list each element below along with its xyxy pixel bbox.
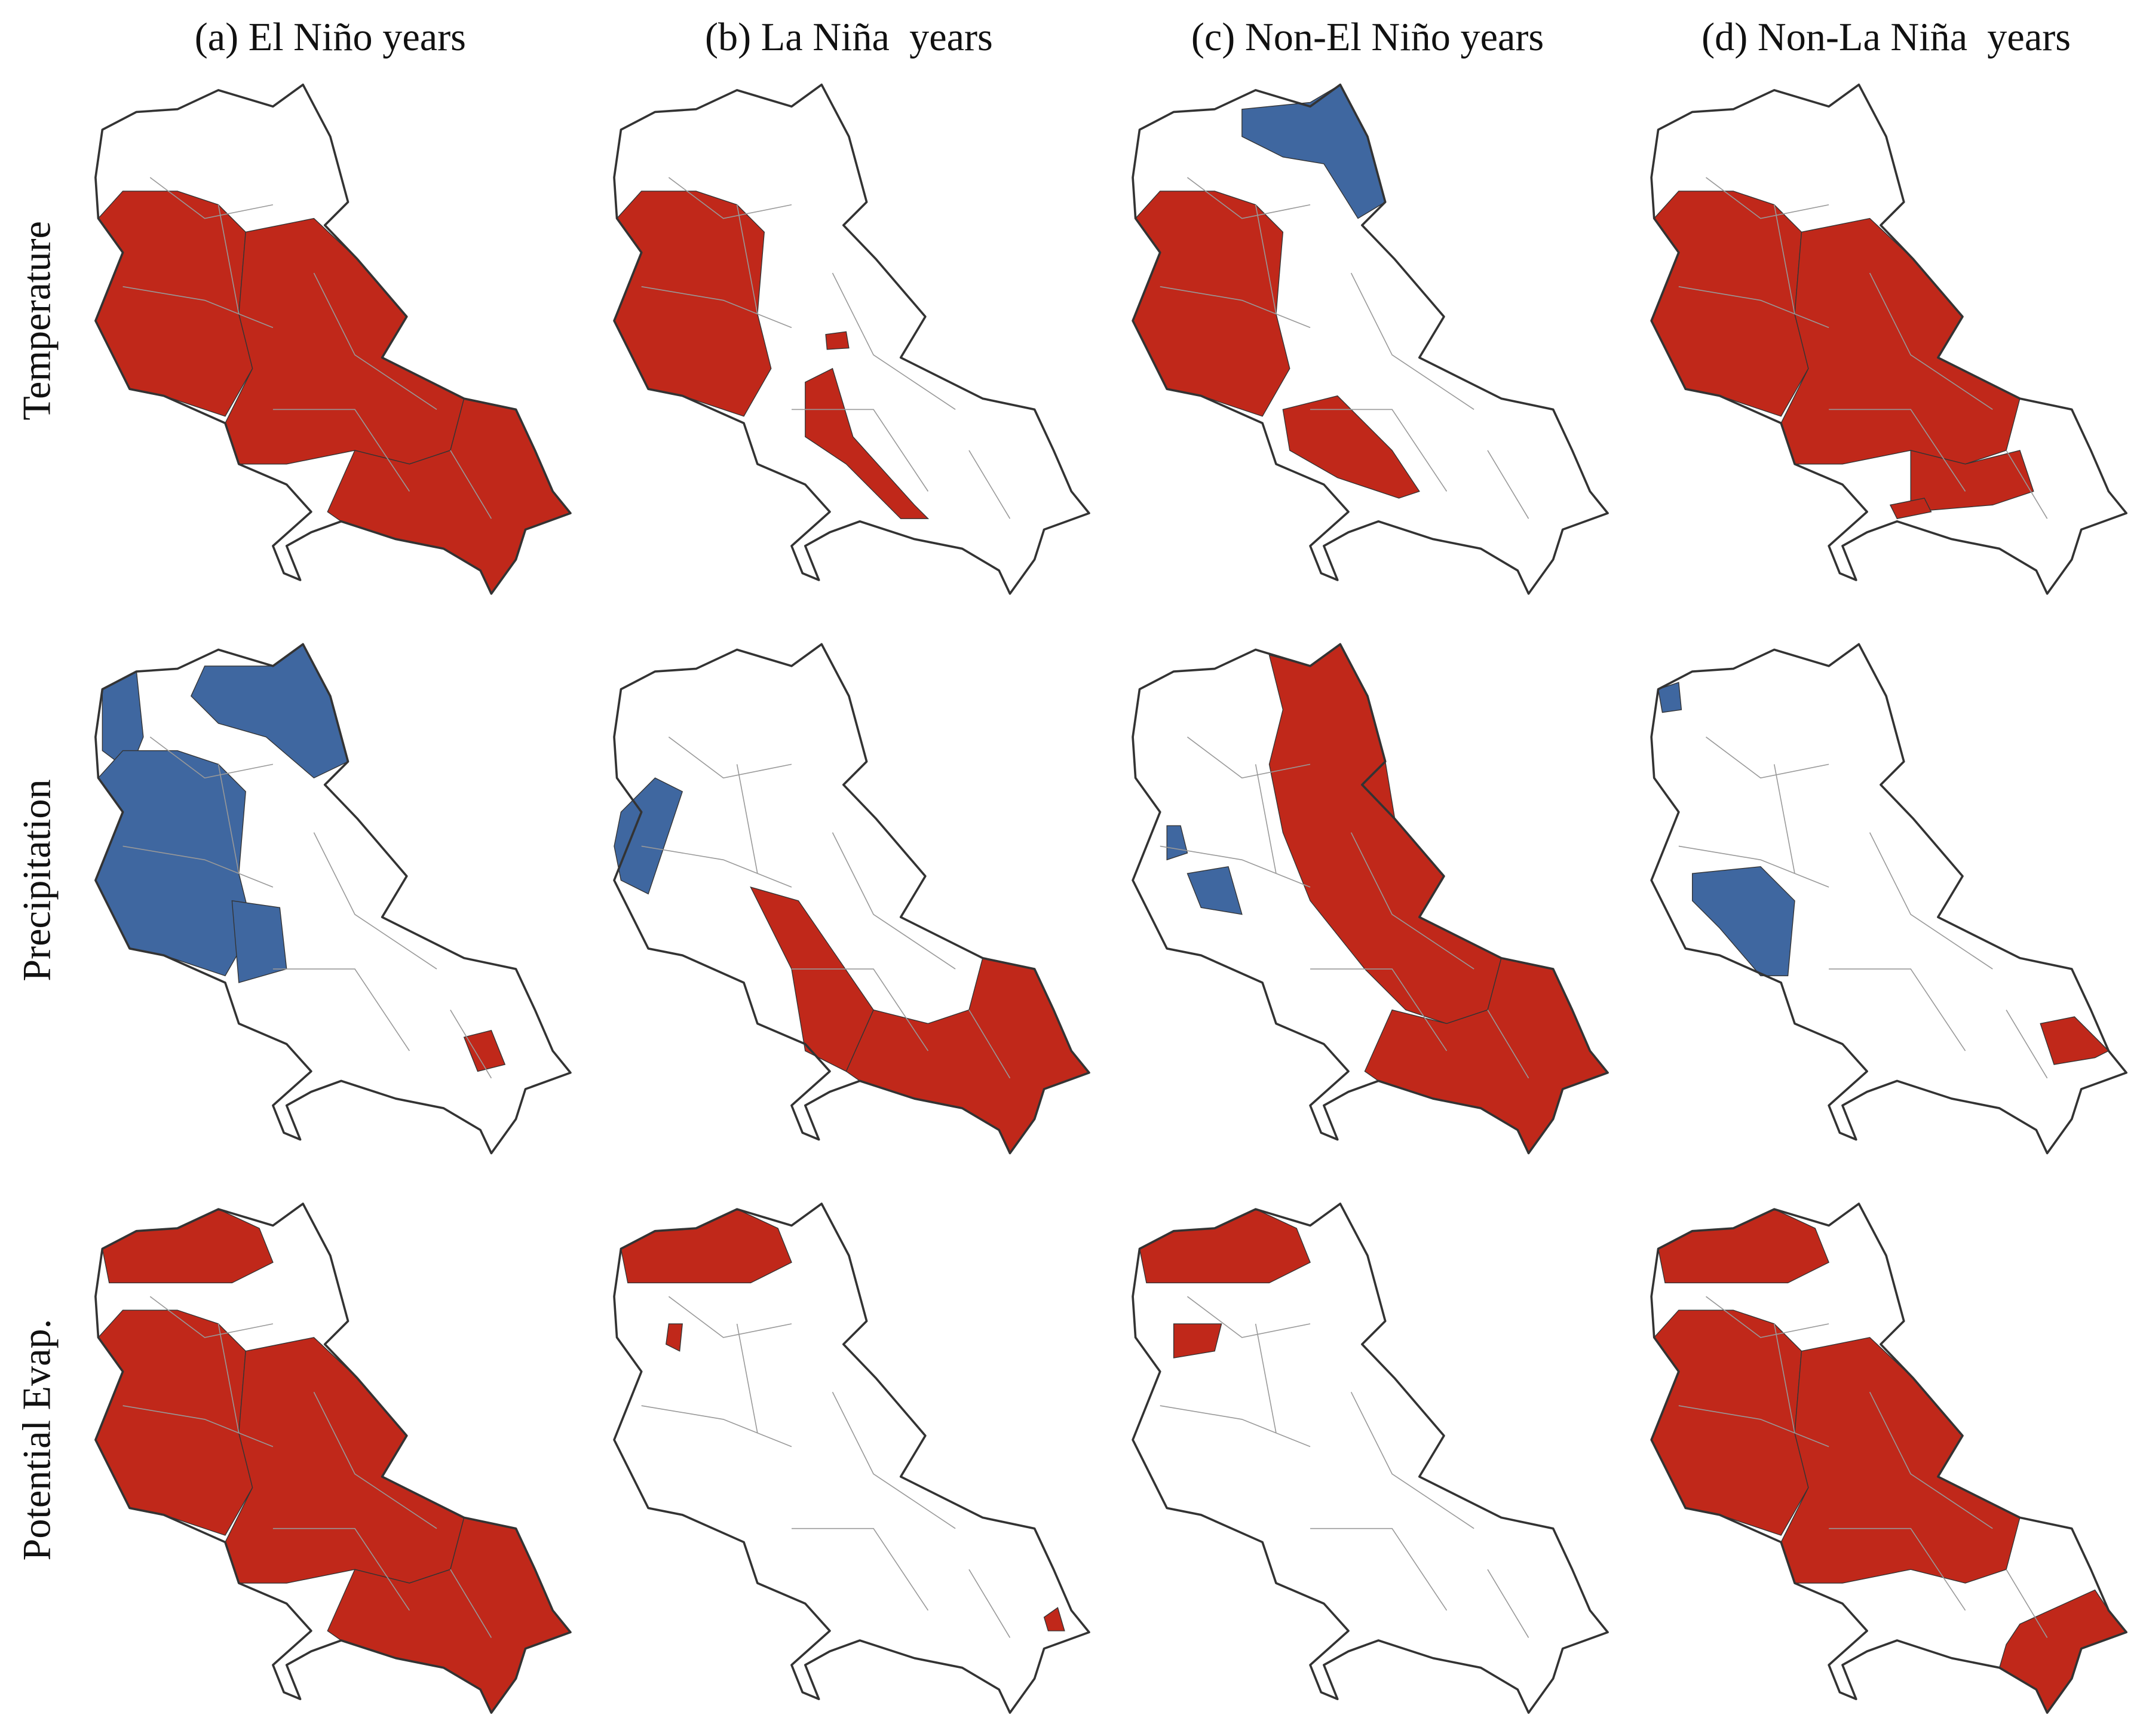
region-outline xyxy=(1132,643,1609,1155)
district-lines xyxy=(1678,1296,2048,1638)
row-label: Temperature xyxy=(16,221,59,421)
map-panel xyxy=(94,1203,572,1714)
region-outline xyxy=(1650,1203,2127,1714)
region-outline xyxy=(94,83,572,595)
district-lines xyxy=(1160,177,1529,519)
map-panel xyxy=(94,83,572,595)
map-panel xyxy=(1132,83,1609,595)
column-title: (d) Non-La Niña years xyxy=(1701,16,2071,59)
district-lines xyxy=(1678,177,2048,519)
district-lines xyxy=(1678,737,2048,1079)
district-lines xyxy=(1160,1296,1529,1638)
map-panel xyxy=(1132,643,1609,1155)
district-lines xyxy=(1160,737,1529,1079)
significant-area xyxy=(1186,866,1243,915)
region-outline xyxy=(613,1203,1090,1714)
significant-area xyxy=(1282,395,1420,499)
significant-area xyxy=(2040,1016,2110,1065)
map-panel xyxy=(613,83,1090,595)
significant-area xyxy=(1692,866,1795,977)
map-panel xyxy=(1650,1203,2127,1714)
district-lines xyxy=(641,737,1011,1079)
region-outline xyxy=(94,643,572,1155)
significant-area xyxy=(1889,498,1932,519)
map-panel xyxy=(94,643,572,1155)
region-outline xyxy=(613,83,1090,595)
column-title: (a) El Niño years xyxy=(195,16,466,59)
district-lines xyxy=(122,737,492,1079)
significant-area xyxy=(805,367,930,519)
region-outline xyxy=(1132,83,1609,595)
region-outline xyxy=(1132,1203,1609,1714)
map-panel xyxy=(613,643,1090,1155)
significant-area xyxy=(614,777,683,895)
map-panel xyxy=(1650,643,2127,1155)
district-lines xyxy=(641,1296,1011,1638)
region-outline xyxy=(1650,643,2127,1155)
significant-area xyxy=(463,1030,506,1072)
significant-area xyxy=(1043,1607,1065,1631)
region-base xyxy=(614,1203,1089,1713)
column-title: (c) Non-El Niño years xyxy=(1191,16,1544,59)
district-lines xyxy=(122,177,492,519)
significant-area xyxy=(825,331,850,350)
significant-area xyxy=(666,1323,683,1352)
map-panel xyxy=(1132,1203,1609,1714)
significant-area xyxy=(231,900,287,983)
row-label: Precipitation xyxy=(16,779,59,981)
district-lines xyxy=(641,177,1011,519)
region-outline xyxy=(613,643,1090,1155)
map-panel xyxy=(1650,83,2127,595)
region-base xyxy=(1133,1203,1608,1713)
region-outline xyxy=(94,1203,572,1714)
row-label: Potential Evap. xyxy=(16,1319,59,1561)
region-base xyxy=(1651,644,2127,1154)
significant-area xyxy=(1241,84,1386,219)
significant-area xyxy=(1173,1323,1222,1358)
significant-area xyxy=(1657,682,1682,713)
region-outline xyxy=(1650,83,2127,595)
district-lines xyxy=(122,1296,492,1638)
map-panel xyxy=(613,1203,1090,1714)
significant-area xyxy=(1166,825,1188,861)
column-title: (b) La Niña years xyxy=(705,16,993,59)
